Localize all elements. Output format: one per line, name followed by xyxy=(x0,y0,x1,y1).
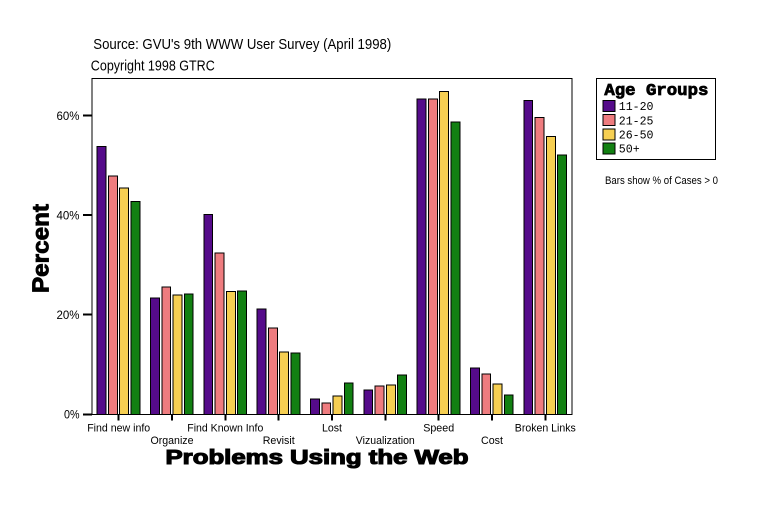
svg-text:Speed: Speed xyxy=(423,423,454,435)
svg-text:Find Known Info: Find Known Info xyxy=(187,423,263,435)
svg-text:50+: 50+ xyxy=(619,143,640,157)
svg-text:Copyright 1998 GTRC: Copyright 1998 GTRC xyxy=(91,57,215,74)
svg-text:Source: GVU's 9th WWW User Sur: Source: GVU's 9th WWW User Survey (April… xyxy=(93,36,391,53)
svg-text:21-25: 21-25 xyxy=(619,114,654,128)
svg-text:Problems Using the Web: Problems Using the Web xyxy=(166,447,469,469)
svg-text:26-50: 26-50 xyxy=(619,129,654,143)
svg-text:20%: 20% xyxy=(57,308,80,322)
svg-text:Cost: Cost xyxy=(481,435,503,447)
svg-text:Percent: Percent xyxy=(28,204,54,293)
svg-text:Lost: Lost xyxy=(322,423,342,435)
svg-text:60%: 60% xyxy=(57,109,80,123)
svg-text:Vizualization: Vizualization xyxy=(356,435,415,447)
svg-text:0%: 0% xyxy=(64,408,80,422)
svg-text:Age Groups: Age Groups xyxy=(604,82,708,101)
svg-text:11-20: 11-20 xyxy=(619,100,654,114)
svg-text:Find new info: Find new info xyxy=(87,423,150,435)
svg-text:Revisit: Revisit xyxy=(263,435,295,447)
svg-text:40%: 40% xyxy=(57,209,80,223)
svg-text:Organize: Organize xyxy=(151,435,194,447)
svg-text:Broken Links: Broken Links xyxy=(515,423,576,435)
svg-text:Bars show % of Cases > 0: Bars show % of Cases > 0 xyxy=(605,175,718,187)
